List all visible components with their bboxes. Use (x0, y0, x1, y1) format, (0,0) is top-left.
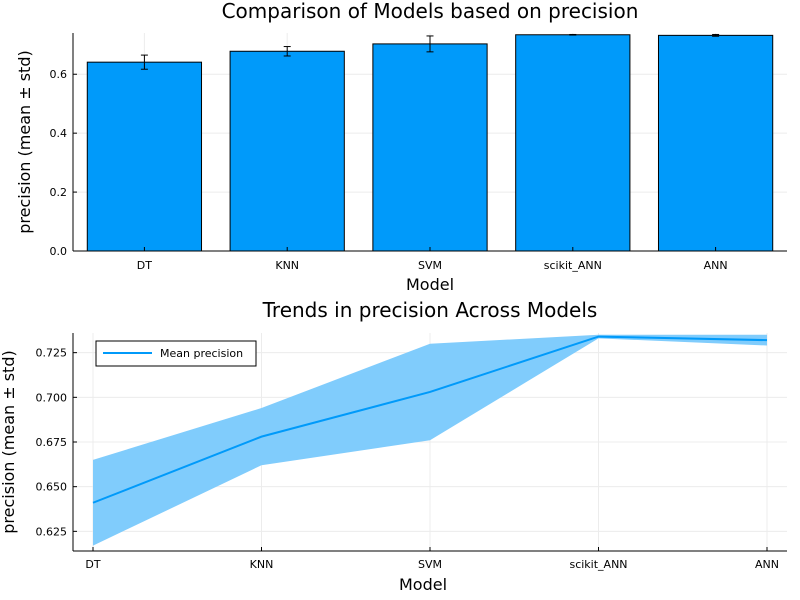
x-tick-label: ANN (755, 558, 779, 571)
bar-chart-x-ticks: DT KNN SVM scikit_ANN ANN (137, 247, 728, 272)
x-tick-label: SVM (418, 259, 442, 272)
legend-label: Mean precision (160, 347, 243, 360)
line-chart-y-label: precision (mean ± std) (0, 350, 18, 533)
mean-precision-line (92, 335, 768, 504)
bar (515, 34, 631, 252)
bar (657, 34, 774, 252)
x-tick-label: DT (137, 259, 152, 272)
y-tick-label: 0.675 (36, 436, 68, 449)
x-tick-label: ANN (704, 259, 728, 272)
y-tick-label: 0.650 (36, 481, 68, 494)
line-chart-x-label: Model (399, 575, 447, 594)
error-bar (283, 46, 291, 57)
y-tick-label: 0.2 (50, 186, 68, 199)
x-tick-label: DT (85, 558, 100, 571)
x-tick-label: scikit_ANN (544, 259, 602, 272)
y-tick-label: 0.725 (36, 347, 68, 360)
y-tick-label: 0.700 (36, 391, 68, 404)
bar (229, 50, 345, 252)
legend: Mean precision (95, 340, 257, 367)
line-chart-title: Trends in precision Across Models (262, 298, 598, 322)
error-bar (426, 35, 434, 53)
y-tick-label: 0.4 (50, 127, 68, 140)
bar-chart-x-label: Model (406, 275, 454, 294)
line-chart-x-ticks: DT KNN SVM scikit_ANN ANN (85, 547, 779, 571)
bar-chart: Comparison of Models based on precision … (15, 0, 787, 294)
line-chart: Trends in precision Across Models 0.6250… (0, 298, 787, 594)
bar-chart-error-bars (140, 33, 720, 70)
error-bar (712, 33, 720, 37)
bar-chart-title: Comparison of Models based on precision (222, 0, 639, 23)
error-bar (140, 54, 148, 70)
x-tick-label: SVM (418, 558, 442, 571)
error-bar (569, 33, 577, 36)
std-band (93, 334, 767, 546)
bar (372, 43, 488, 252)
bar-chart-y-label: precision (mean ± std) (15, 50, 34, 233)
y-tick-label: 0.0 (50, 245, 68, 258)
bar-chart-y-ticks: 0.0 0.2 0.4 0.6 (50, 68, 77, 258)
y-tick-label: 0.6 (50, 68, 68, 81)
bar (86, 61, 203, 252)
y-tick-label: 0.625 (36, 525, 68, 538)
x-tick-label: KNN (275, 259, 299, 272)
x-tick-label: KNN (250, 558, 274, 571)
bar-chart-bars (86, 34, 774, 252)
line-chart-y-ticks: 0.625 0.650 0.675 0.700 0.725 (36, 347, 77, 538)
x-tick-label: scikit_ANN (569, 558, 627, 571)
